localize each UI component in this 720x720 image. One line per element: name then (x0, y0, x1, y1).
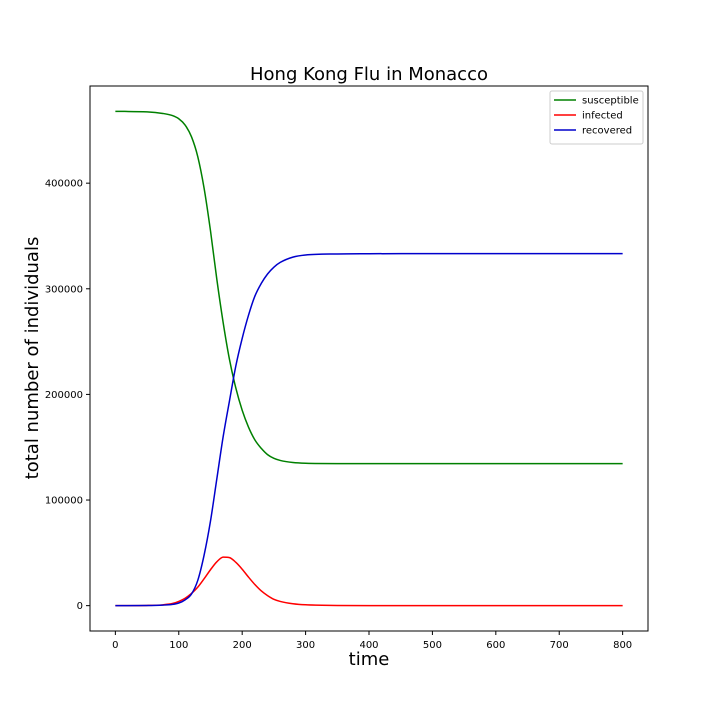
x-tick-label: 500 (423, 640, 442, 651)
x-tick-label: 200 (233, 640, 252, 651)
x-tick-label: 600 (486, 640, 505, 651)
series-line-infected (115, 556, 623, 607)
x-tick-label: 800 (613, 640, 632, 651)
x-tick-label: 0 (112, 640, 118, 651)
series-line-susceptible (115, 110, 623, 465)
plot-area (115, 110, 623, 607)
x-tick-label: 300 (296, 640, 315, 651)
x-tick-label: 700 (550, 640, 569, 651)
y-axis-label: total number of individuals (22, 237, 43, 480)
legend: susceptible infected recovered (549, 90, 644, 145)
y-tick-label: 200000 (45, 390, 83, 401)
x-tick-label: 100 (169, 640, 188, 651)
y-tick-label: 0 (77, 601, 83, 612)
y-tick-label: 300000 (45, 284, 83, 295)
series-line-recovered (115, 252, 623, 607)
x-axis-label: time (349, 649, 390, 670)
legend-label-recovered: recovered (582, 126, 632, 137)
x-tick-label: 400 (359, 640, 378, 651)
axis-ticks: 0 100 200 300 400 500 600 700 800 0 100000 200000 30… (45, 179, 632, 651)
legend-label-susceptible: susceptible (582, 96, 639, 107)
legend-label-infected: infected (582, 111, 623, 122)
y-tick-label: 400000 (45, 179, 83, 190)
chart-title: Hong Kong Flu in Monacco (250, 64, 488, 85)
y-tick-label: 100000 (45, 496, 83, 507)
